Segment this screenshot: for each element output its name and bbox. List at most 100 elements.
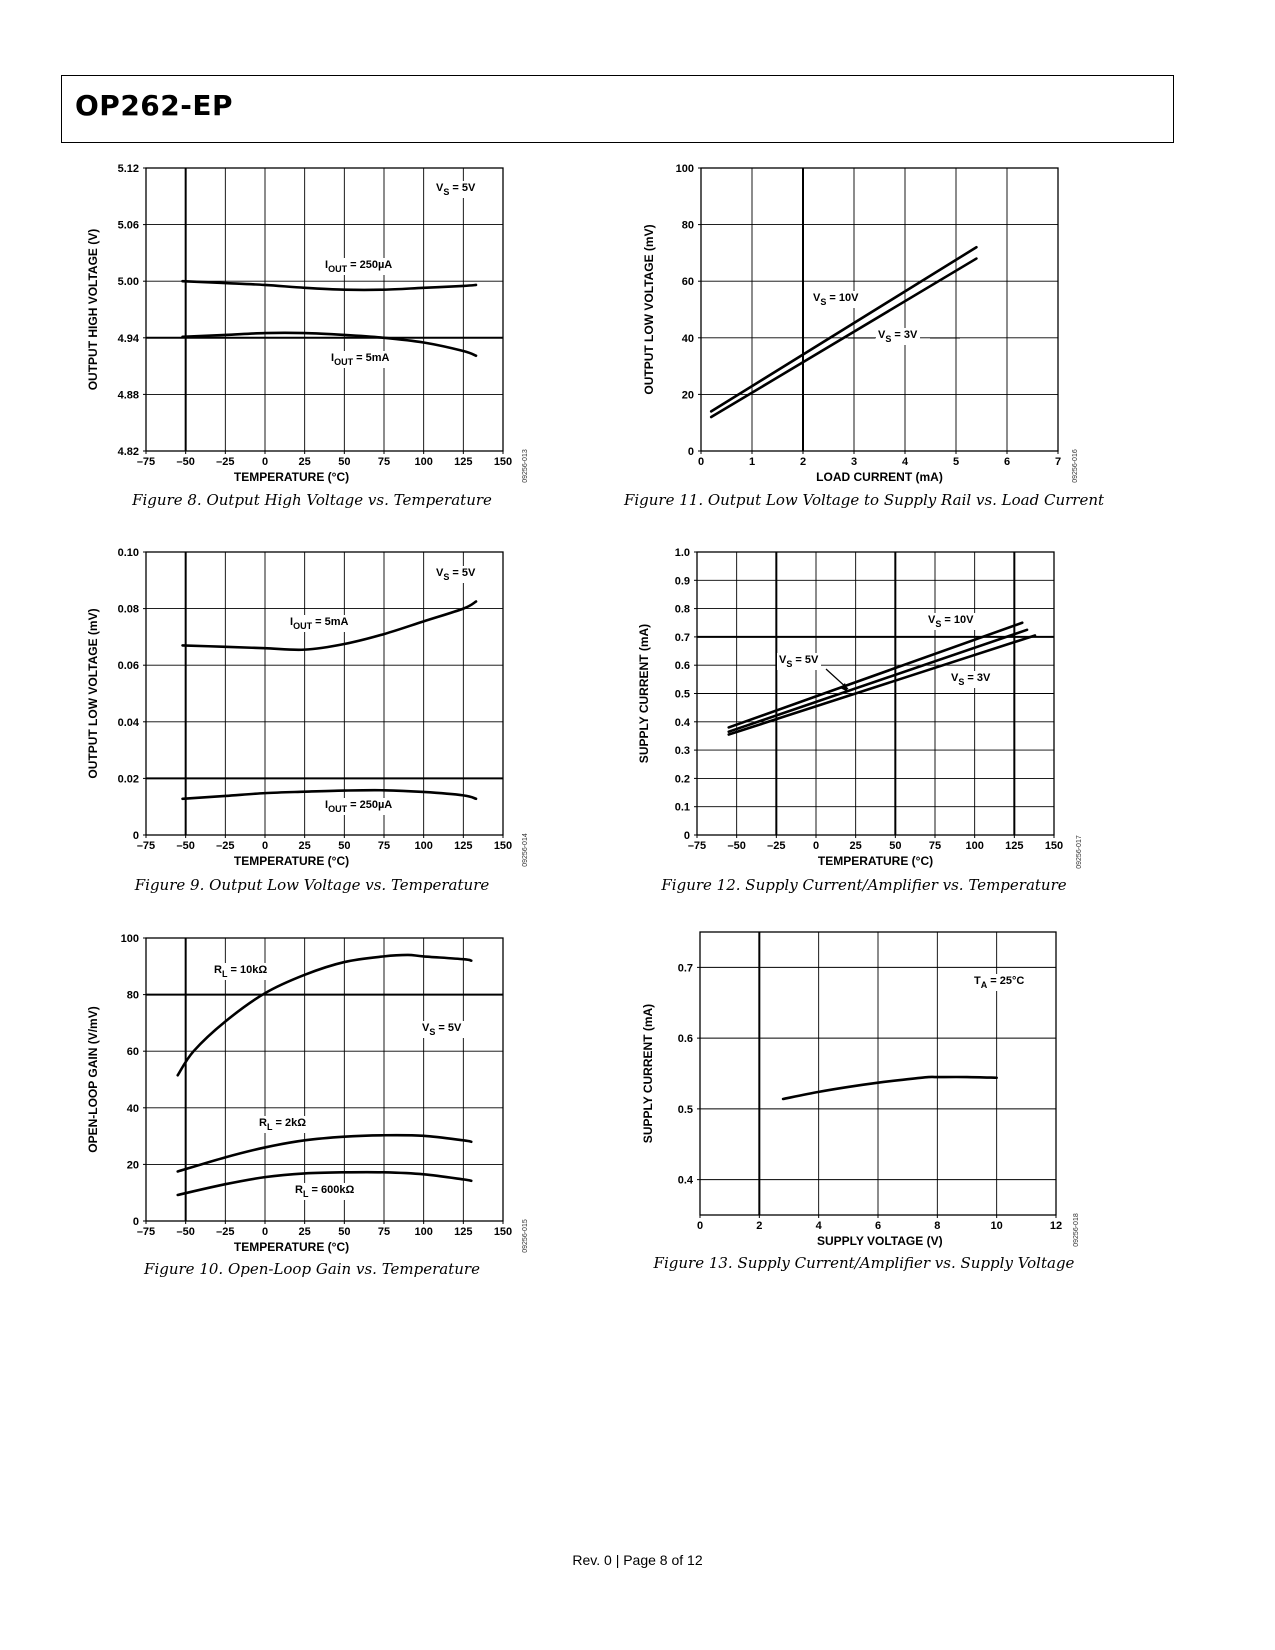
series-label-bg bbox=[323, 798, 395, 815]
annotation-label: VS = 5V bbox=[436, 182, 476, 197]
series-label-bg bbox=[293, 1183, 357, 1200]
x-tick-label: 4 bbox=[816, 1220, 823, 1232]
series-label-bg bbox=[288, 615, 351, 632]
series-line-1 bbox=[181, 279, 478, 292]
x-axis-title: TEMPERATURE (°C) bbox=[234, 854, 349, 868]
x-tick-label: –75 bbox=[137, 840, 155, 852]
x-tick-label: 150 bbox=[494, 456, 512, 468]
y-tick-label: 80 bbox=[127, 990, 139, 1002]
series-line-1 bbox=[709, 245, 978, 413]
figure-caption: Figure 9. Output Low Voltage vs. Tempera… bbox=[134, 876, 490, 894]
x-tick-label: 125 bbox=[1005, 840, 1023, 852]
y-tick-label: 5.00 bbox=[118, 276, 139, 288]
series-label-bg bbox=[329, 351, 392, 368]
figure-caption: Figure 13. Supply Current/Amplifier vs. … bbox=[653, 1254, 1075, 1272]
x-tick-label: 150 bbox=[1045, 840, 1063, 852]
y-tick-label: 0.7 bbox=[675, 632, 690, 644]
plot-frame bbox=[145, 551, 504, 836]
x-tick-label: 4 bbox=[902, 456, 909, 468]
series-line-2 bbox=[709, 257, 978, 419]
x-tick-label: –50 bbox=[727, 840, 745, 852]
y-tick-label: 0.06 bbox=[118, 660, 139, 672]
annotation-label: TA = 25°C bbox=[974, 975, 1024, 990]
y-tick-label: 0.8 bbox=[675, 604, 690, 616]
series-label-2: IOUT = 5mA bbox=[331, 352, 389, 367]
figure-code: 09256-013 bbox=[522, 449, 529, 483]
y-tick-label: 0 bbox=[133, 830, 139, 842]
x-tick-label: 150 bbox=[494, 840, 512, 852]
y-tick-label: 40 bbox=[682, 333, 694, 345]
y-tick-label: 60 bbox=[127, 1046, 139, 1058]
series-label-1: VS = 10V bbox=[928, 614, 974, 629]
annotation-bg bbox=[434, 566, 479, 583]
chart-6: 0 2 4 6 8 10 12 0.4 0.5 0.6 0.7 SUPPLY VOLTAGE (V) S… bbox=[641, 931, 1080, 1248]
series-label-1: RL = 10kΩ bbox=[214, 964, 267, 979]
x-tick-label: 100 bbox=[414, 840, 432, 852]
annotation-label: VS = 5V bbox=[436, 567, 476, 582]
x-tick-label: 75 bbox=[378, 1226, 390, 1238]
x-tick-label: –25 bbox=[216, 456, 234, 468]
y-tick-label: 4.94 bbox=[118, 333, 140, 345]
y-tick-label: 80 bbox=[682, 220, 694, 232]
series-label-3: RL = 600kΩ bbox=[295, 1184, 354, 1199]
series-label-bg bbox=[949, 671, 994, 688]
x-tick-label: 0 bbox=[262, 1226, 268, 1238]
y-tick-label: 0.9 bbox=[675, 575, 690, 587]
x-tick-label: 6 bbox=[875, 1220, 881, 1232]
x-tick-label: 12 bbox=[1050, 1220, 1062, 1232]
y-tick-label: 1.0 bbox=[675, 547, 690, 559]
x-tick-label: 0 bbox=[698, 456, 704, 468]
x-tick-label: 6 bbox=[1004, 456, 1010, 468]
y-tick-label: 0.5 bbox=[678, 1104, 693, 1116]
x-tick-label: 2 bbox=[756, 1220, 762, 1232]
x-tick-label: 100 bbox=[414, 1226, 432, 1238]
x-tick-label: 7 bbox=[1055, 456, 1061, 468]
x-axis-title: TEMPERATURE (°C) bbox=[234, 1240, 349, 1254]
x-tick-label: 0 bbox=[262, 840, 268, 852]
x-tick-label: 25 bbox=[299, 840, 311, 852]
series-label-2: VS = 5V bbox=[779, 654, 819, 669]
x-tick-label: –75 bbox=[137, 456, 155, 468]
y-tick-label: 0.04 bbox=[118, 717, 140, 729]
series-label-bg bbox=[257, 1116, 309, 1133]
series-line-2 bbox=[181, 788, 478, 801]
chart-2: –75 –50 –25 0 25 50 75 100 125 150 0 0.02 0.04 0.06 0.… bbox=[86, 547, 529, 868]
y-tick-label: 0.2 bbox=[675, 773, 690, 785]
series-label-bg bbox=[926, 613, 977, 630]
x-tick-label: 100 bbox=[414, 456, 432, 468]
x-tick-label: 0 bbox=[262, 456, 268, 468]
y-axis-title: OPEN-LOOP GAIN (V/mV) bbox=[86, 1006, 100, 1152]
figure-caption: Figure 11. Output Low Voltage to Supply … bbox=[623, 491, 1105, 509]
annotation-bg bbox=[420, 1021, 465, 1038]
y-axis-title: SUPPLY CURRENT (mA) bbox=[641, 1004, 655, 1143]
y-tick-label: 0.1 bbox=[675, 802, 690, 814]
series-line-1 bbox=[176, 953, 473, 1077]
y-tick-label: 0.3 bbox=[675, 745, 690, 757]
page-header: OP262-EP bbox=[61, 75, 1174, 143]
series-line-1 bbox=[781, 1075, 998, 1101]
x-tick-label: 25 bbox=[299, 456, 311, 468]
x-tick-label: 10 bbox=[991, 1220, 1003, 1232]
y-tick-label: 0.02 bbox=[118, 773, 139, 785]
series-label-bg bbox=[212, 963, 270, 980]
x-tick-label: –50 bbox=[176, 456, 194, 468]
y-tick-label: 5.12 bbox=[118, 163, 139, 175]
x-tick-label: –50 bbox=[176, 1226, 194, 1238]
x-tick-label: –75 bbox=[137, 1226, 155, 1238]
figure-code: 09256-016 bbox=[1072, 449, 1079, 483]
x-axis-title: TEMPERATURE (°C) bbox=[818, 854, 933, 868]
x-tick-label: –25 bbox=[767, 840, 785, 852]
y-tick-label: 100 bbox=[676, 163, 694, 175]
x-tick-label: 8 bbox=[934, 1220, 940, 1232]
y-tick-label: 0 bbox=[133, 1216, 139, 1228]
y-tick-label: 0.6 bbox=[675, 660, 690, 672]
annotation-bg bbox=[972, 974, 1027, 991]
series-label-bg bbox=[811, 291, 862, 308]
y-axis-title: OUTPUT HIGH VOLTAGE (V) bbox=[86, 229, 100, 391]
y-axis-title: OUTPUT LOW VOLTAGE (mV) bbox=[642, 224, 656, 394]
chart-5: –75 –50 –25 0 25 50 75 100 125 150 0 0.1 0.2 0.3 0.4 0.… bbox=[637, 547, 1083, 869]
plot-frame bbox=[145, 167, 504, 452]
y-tick-label: 60 bbox=[682, 276, 694, 288]
annotation-bg bbox=[434, 181, 479, 198]
